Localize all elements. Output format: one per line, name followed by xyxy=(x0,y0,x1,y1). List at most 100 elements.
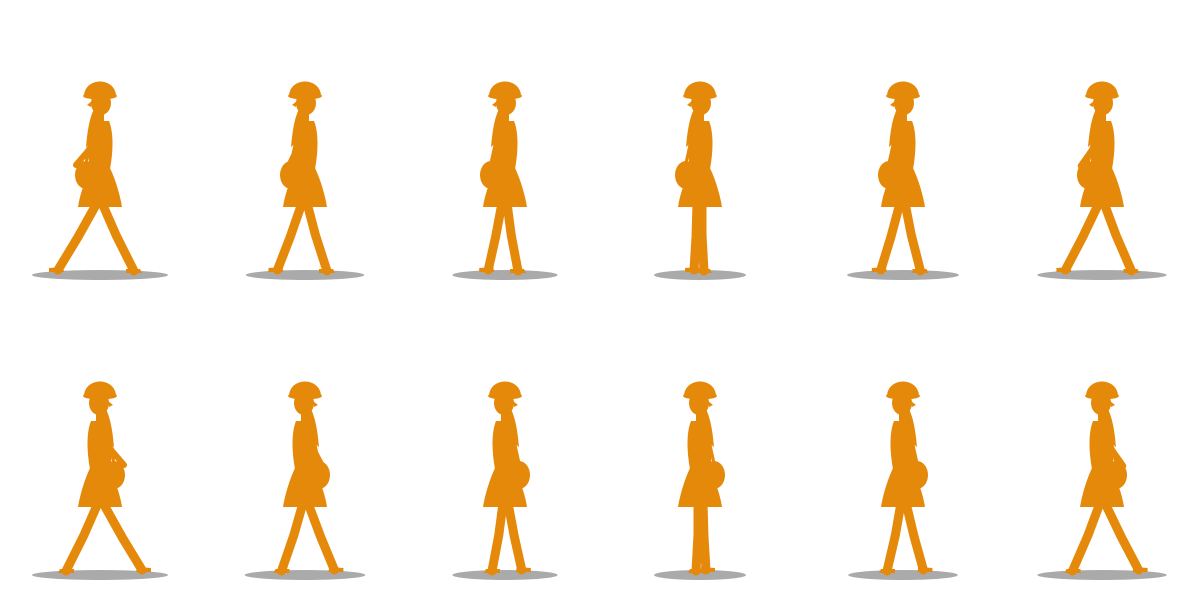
hat-brim xyxy=(1085,392,1119,400)
hat-brim xyxy=(683,392,717,400)
walker-row1-frame3 xyxy=(452,81,558,280)
front-leg xyxy=(1100,498,1144,575)
front-shoe xyxy=(700,567,715,572)
arm xyxy=(73,124,105,168)
front-shoe xyxy=(136,567,151,572)
hat-brim xyxy=(83,392,117,400)
back-leg xyxy=(302,198,332,276)
neck xyxy=(1098,413,1105,423)
neck xyxy=(301,413,308,423)
ground-shadow xyxy=(452,570,558,580)
arm xyxy=(1097,424,1127,469)
walker-row1-frame6 xyxy=(1037,81,1167,280)
shoulder-bag xyxy=(103,461,125,489)
front-shoe xyxy=(685,267,700,272)
front-shoe xyxy=(49,267,64,272)
front-leg xyxy=(98,498,147,575)
walker-row2-frame1 xyxy=(32,381,168,580)
back-leg xyxy=(1068,498,1105,576)
shoulder-bag xyxy=(878,161,900,189)
back-leg xyxy=(97,198,139,276)
back-shoe xyxy=(1123,269,1140,273)
back-shoe xyxy=(273,569,290,573)
neck xyxy=(697,113,704,123)
walker-row1-frame4 xyxy=(654,81,746,280)
hat-brim xyxy=(683,92,717,100)
arm xyxy=(300,424,326,471)
ground-shadow xyxy=(452,270,558,280)
back-shoe xyxy=(879,569,895,573)
arm xyxy=(490,124,510,173)
neck xyxy=(302,113,309,123)
shoulder-bag xyxy=(906,461,928,489)
arm xyxy=(95,424,127,468)
hat-brim xyxy=(886,92,920,100)
face xyxy=(87,101,92,107)
walker-row1-frame2 xyxy=(245,81,365,280)
face xyxy=(1089,101,1094,107)
walker-row2-frame4 xyxy=(654,381,746,580)
face xyxy=(292,101,297,107)
front-shoe xyxy=(479,267,495,272)
ground-shadow xyxy=(654,270,746,280)
front-leg xyxy=(901,498,928,575)
arm xyxy=(885,124,908,172)
back-leg xyxy=(502,198,523,276)
bag-strap xyxy=(507,421,521,465)
back-leg xyxy=(1099,198,1136,276)
back-leg xyxy=(277,498,308,576)
hat-brim xyxy=(488,92,522,100)
neck xyxy=(1099,113,1106,123)
walker-row2-frame3 xyxy=(452,381,558,580)
neck xyxy=(502,113,509,123)
bag-strap xyxy=(702,421,716,465)
face xyxy=(313,401,318,407)
back-shoe xyxy=(912,269,929,273)
walker-row1-frame1 xyxy=(32,81,168,280)
front-leg xyxy=(272,198,307,275)
front-shoe xyxy=(268,267,284,272)
back-shoe xyxy=(126,269,142,273)
front-leg xyxy=(876,198,905,275)
bag-strap xyxy=(489,121,503,165)
front-leg xyxy=(1060,198,1104,275)
shoulder-bag xyxy=(508,461,530,489)
front-shoe xyxy=(328,567,344,572)
ground-shadow xyxy=(654,570,746,580)
back-shoe xyxy=(319,269,335,273)
back-leg xyxy=(697,198,709,276)
back-leg xyxy=(882,498,906,576)
front-shoe xyxy=(1056,267,1072,272)
hat-brim xyxy=(288,392,322,400)
arm xyxy=(695,424,709,474)
neck xyxy=(696,413,703,423)
back-leg xyxy=(691,498,703,576)
front-shoe xyxy=(917,567,933,572)
bag-strap xyxy=(905,421,919,465)
bag-strap xyxy=(684,121,698,165)
front-leg xyxy=(698,498,711,575)
face xyxy=(890,101,895,107)
back-leg xyxy=(900,198,925,276)
face xyxy=(108,401,113,407)
face xyxy=(513,401,518,407)
ground-shadow xyxy=(245,270,365,280)
hat-brim xyxy=(488,392,522,400)
front-leg xyxy=(53,198,102,275)
neck xyxy=(899,413,906,423)
front-leg xyxy=(689,198,702,275)
front-leg xyxy=(503,498,527,575)
front-shoe xyxy=(1132,567,1148,572)
face xyxy=(687,101,692,107)
neck xyxy=(96,413,103,423)
back-leg xyxy=(61,498,103,576)
back-shoe xyxy=(1064,569,1081,573)
front-leg xyxy=(303,498,339,575)
shoulder-bag xyxy=(480,161,502,189)
walker-row2-frame2 xyxy=(244,381,366,580)
arm xyxy=(898,424,920,472)
hat-brim xyxy=(1085,92,1119,100)
back-shoe xyxy=(510,269,526,273)
neck xyxy=(501,413,508,423)
